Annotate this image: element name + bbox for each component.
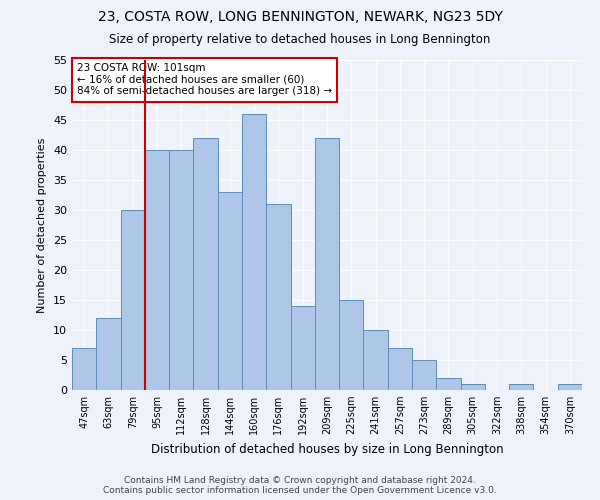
Y-axis label: Number of detached properties: Number of detached properties <box>37 138 47 312</box>
Bar <box>72 348 96 390</box>
Bar <box>339 300 364 390</box>
X-axis label: Distribution of detached houses by size in Long Bennington: Distribution of detached houses by size … <box>151 442 503 456</box>
Bar <box>242 114 266 390</box>
Bar <box>266 204 290 390</box>
Text: Size of property relative to detached houses in Long Bennington: Size of property relative to detached ho… <box>109 32 491 46</box>
Bar <box>558 384 582 390</box>
Bar <box>290 306 315 390</box>
Bar <box>169 150 193 390</box>
Bar <box>218 192 242 390</box>
Bar <box>412 360 436 390</box>
Bar <box>121 210 145 390</box>
Bar <box>96 318 121 390</box>
Bar <box>388 348 412 390</box>
Text: 23, COSTA ROW, LONG BENNINGTON, NEWARK, NG23 5DY: 23, COSTA ROW, LONG BENNINGTON, NEWARK, … <box>98 10 502 24</box>
Bar <box>509 384 533 390</box>
Bar <box>461 384 485 390</box>
Bar <box>315 138 339 390</box>
Text: 23 COSTA ROW: 101sqm
← 16% of detached houses are smaller (60)
84% of semi-detac: 23 COSTA ROW: 101sqm ← 16% of detached h… <box>77 64 332 96</box>
Bar <box>436 378 461 390</box>
Text: Contains HM Land Registry data © Crown copyright and database right 2024.
Contai: Contains HM Land Registry data © Crown c… <box>103 476 497 495</box>
Bar <box>364 330 388 390</box>
Bar <box>145 150 169 390</box>
Bar <box>193 138 218 390</box>
